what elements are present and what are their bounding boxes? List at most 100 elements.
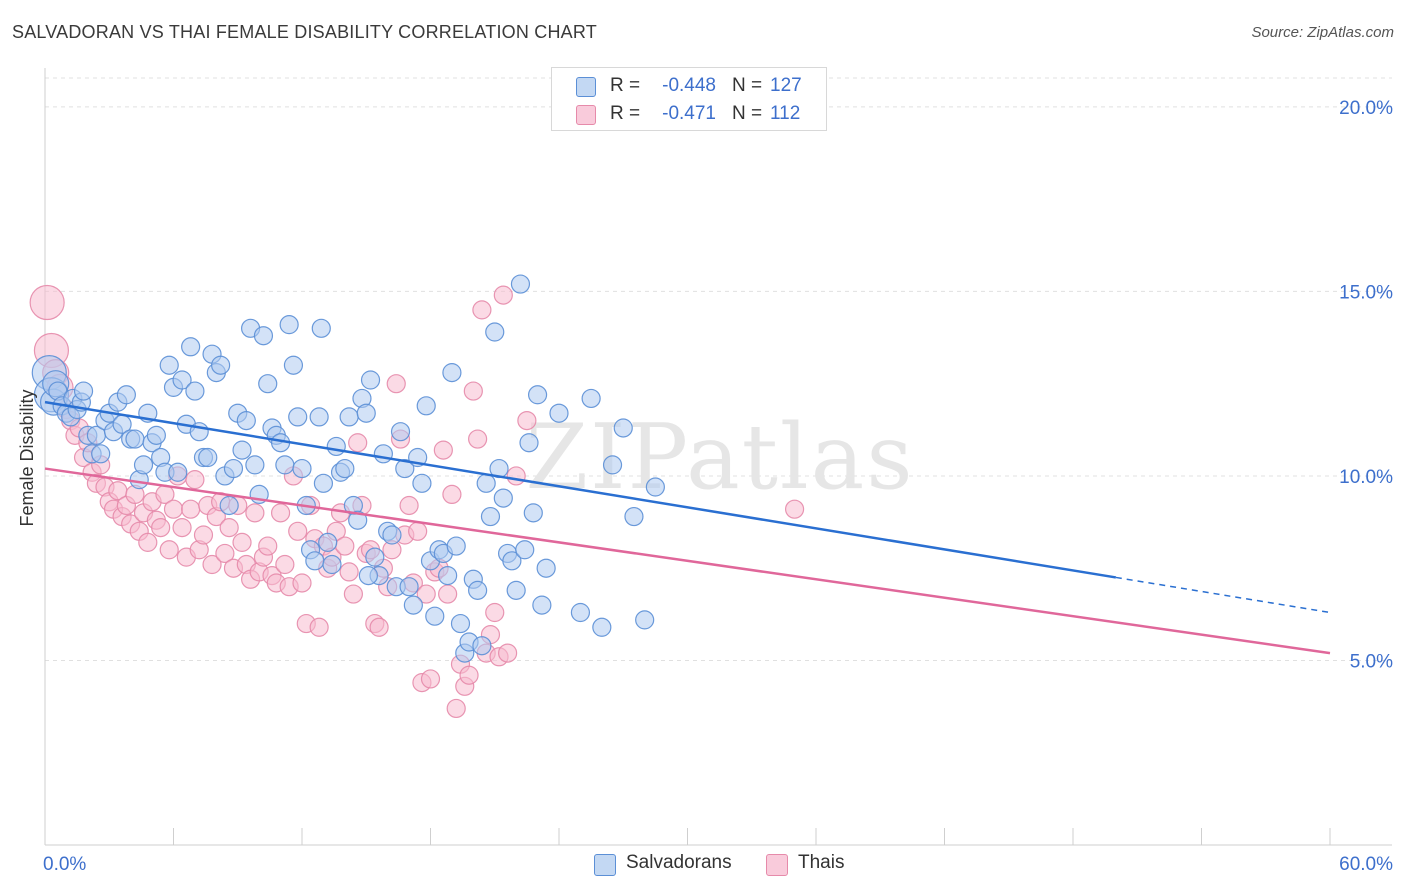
salvadoran-point <box>382 525 402 545</box>
salvadoran-point <box>223 458 244 479</box>
thai-point <box>181 499 201 519</box>
salvadoran-point <box>211 355 231 375</box>
salvadoran-point <box>592 617 612 637</box>
salvadoran-point <box>326 436 346 457</box>
salvadoran-point <box>322 554 342 575</box>
y-tick-label: 15.0% <box>1339 282 1393 303</box>
thai-point <box>185 470 205 490</box>
y-axis-label: Female Disability <box>17 389 37 526</box>
salvadoran-point <box>275 455 295 475</box>
legend-r-label: R = <box>610 75 641 96</box>
legend-swatch-blue <box>576 77 596 97</box>
thai-trend-line <box>44 467 1331 655</box>
y-tick-label: 20.0% <box>1339 98 1393 119</box>
salvadoran-point <box>480 506 501 527</box>
thai-point <box>784 499 805 519</box>
salvadoran-point <box>313 473 334 493</box>
legend-r-value: -0.448 <box>662 75 716 96</box>
axes <box>44 68 1392 846</box>
salvadoran-point <box>506 580 526 600</box>
salvadoran-point <box>125 429 145 449</box>
thai-point <box>399 495 419 516</box>
bottom-legend-swatch-pink <box>766 854 788 876</box>
thai-point <box>408 521 428 541</box>
salvadoran-point <box>318 532 338 552</box>
salvadoran-point <box>236 410 256 431</box>
salvadoran-point <box>536 558 556 578</box>
salvadoran-point <box>219 495 239 516</box>
x-tick-label: 60.0% <box>1339 854 1393 875</box>
salvadoran-point <box>403 595 423 615</box>
salvadoran-point <box>438 565 458 586</box>
thai-point <box>288 521 308 541</box>
salvadoran-point <box>425 606 445 626</box>
salvadoran-point <box>116 385 136 405</box>
salvadoran-point <box>283 355 304 375</box>
salvadoran-point <box>133 455 154 475</box>
thai-point <box>159 540 179 560</box>
salvadoran-point <box>472 636 492 656</box>
thai-point <box>335 536 355 556</box>
thai-point <box>485 602 505 623</box>
y-tick-label: 10.0% <box>1339 467 1393 488</box>
salvadoran-point <box>339 407 359 427</box>
salvadoran-point <box>168 462 188 482</box>
thai-point <box>343 584 363 604</box>
salvadoran-point <box>485 322 505 342</box>
thai-point <box>163 499 184 519</box>
salvadoran-point <box>185 381 205 401</box>
thai-point <box>258 536 278 556</box>
salvadoran-point <box>446 536 466 556</box>
salvadoran-point <box>476 473 496 493</box>
salvadoran-point <box>624 506 644 527</box>
thai-point <box>202 554 222 575</box>
x-tick-label: 0.0% <box>43 854 86 875</box>
thai-point <box>438 584 458 604</box>
salvadoran-point <box>373 444 393 464</box>
thai-point <box>138 532 158 552</box>
salvadoran-point <box>245 455 265 475</box>
legend-r-label: R = <box>610 103 641 124</box>
thai-point <box>468 429 488 449</box>
legend-row-salvadorans: R = -0.448 N = 127 <box>552 72 826 100</box>
legend-row-thais: R = -0.471 N = 112 <box>552 100 826 128</box>
salvadoran-point <box>305 551 325 571</box>
salvadoran-point <box>645 477 665 497</box>
salvadoran-point <box>348 510 368 530</box>
tick-labels: 5.0% 10.0% 15.0% 20.0% 0.0% 60.0% <box>43 98 1393 875</box>
salvadoran-point <box>309 407 329 427</box>
salvadoran-point <box>258 374 278 394</box>
salvadoran-point <box>412 473 432 493</box>
salvadoran-point <box>198 447 218 468</box>
bottom-legend-label: Salvadorans <box>626 852 732 873</box>
salvadoran-point <box>365 547 385 567</box>
thai-point <box>386 374 406 394</box>
chart-source: Source: ZipAtlas.com <box>1251 24 1394 41</box>
thai-point <box>463 381 483 401</box>
thai-point <box>292 573 312 593</box>
salvadoran-point <box>468 580 488 600</box>
salvadoran-point <box>288 407 308 427</box>
salvadoran-point <box>335 458 355 479</box>
legend-swatch-pink <box>576 105 596 125</box>
salvadoran-trend-extension <box>1115 576 1331 614</box>
thai-point <box>416 584 436 604</box>
legend-n-label: N = <box>732 75 763 96</box>
thai-point <box>420 669 441 689</box>
salvadoran-point <box>527 385 548 405</box>
thai-point <box>232 532 252 552</box>
thai-point <box>193 525 214 545</box>
salvadoran-point <box>146 425 166 445</box>
thai-point <box>309 617 329 637</box>
thai-point <box>493 285 513 305</box>
salvadoran-point <box>510 274 531 294</box>
bottom-legend-swatch-blue <box>594 854 616 876</box>
bottom-legend-label: Thais <box>798 852 845 873</box>
salvadoran-point <box>159 355 179 375</box>
legend: R = -0.448 N = 127 R = -0.471 N = 112 <box>551 67 827 131</box>
salvadoran-point <box>360 370 381 390</box>
salvadoran-point <box>519 433 539 453</box>
salvadoran-point <box>73 381 94 401</box>
salvadoran-point <box>356 403 376 423</box>
